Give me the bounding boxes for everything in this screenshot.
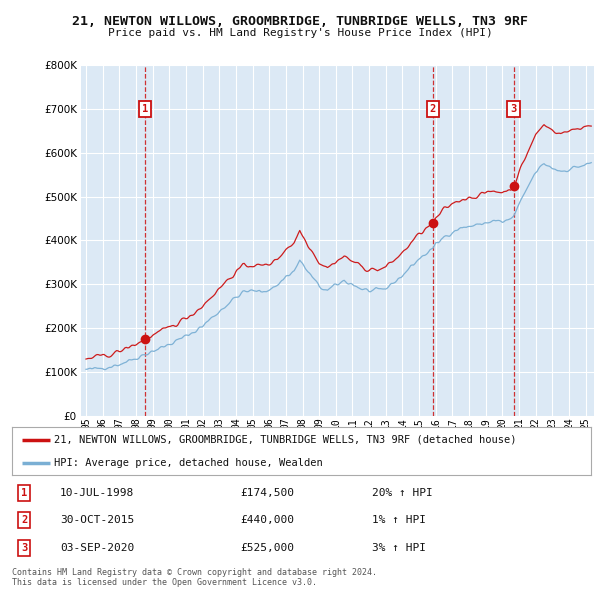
Text: 21, NEWTON WILLOWS, GROOMBRIDGE, TUNBRIDGE WELLS, TN3 9RF: 21, NEWTON WILLOWS, GROOMBRIDGE, TUNBRID…	[72, 15, 528, 28]
Text: Price paid vs. HM Land Registry's House Price Index (HPI): Price paid vs. HM Land Registry's House …	[107, 28, 493, 38]
Text: 3: 3	[511, 104, 517, 114]
Text: 2: 2	[430, 104, 436, 114]
Text: £174,500: £174,500	[240, 488, 294, 497]
Text: 1: 1	[21, 488, 27, 497]
Text: HPI: Average price, detached house, Wealden: HPI: Average price, detached house, Weal…	[54, 458, 323, 468]
Text: 2: 2	[21, 516, 27, 525]
Text: 10-JUL-1998: 10-JUL-1998	[60, 488, 134, 497]
Text: £525,000: £525,000	[240, 543, 294, 553]
Text: 1: 1	[142, 104, 148, 114]
Text: 03-SEP-2020: 03-SEP-2020	[60, 543, 134, 553]
Text: 30-OCT-2015: 30-OCT-2015	[60, 516, 134, 525]
Text: 21, NEWTON WILLOWS, GROOMBRIDGE, TUNBRIDGE WELLS, TN3 9RF (detached house): 21, NEWTON WILLOWS, GROOMBRIDGE, TUNBRID…	[54, 435, 517, 445]
Text: 3% ↑ HPI: 3% ↑ HPI	[372, 543, 426, 553]
Text: £440,000: £440,000	[240, 516, 294, 525]
Text: 20% ↑ HPI: 20% ↑ HPI	[372, 488, 433, 497]
Text: 3: 3	[21, 543, 27, 553]
Text: 1% ↑ HPI: 1% ↑ HPI	[372, 516, 426, 525]
Text: Contains HM Land Registry data © Crown copyright and database right 2024.
This d: Contains HM Land Registry data © Crown c…	[12, 568, 377, 587]
